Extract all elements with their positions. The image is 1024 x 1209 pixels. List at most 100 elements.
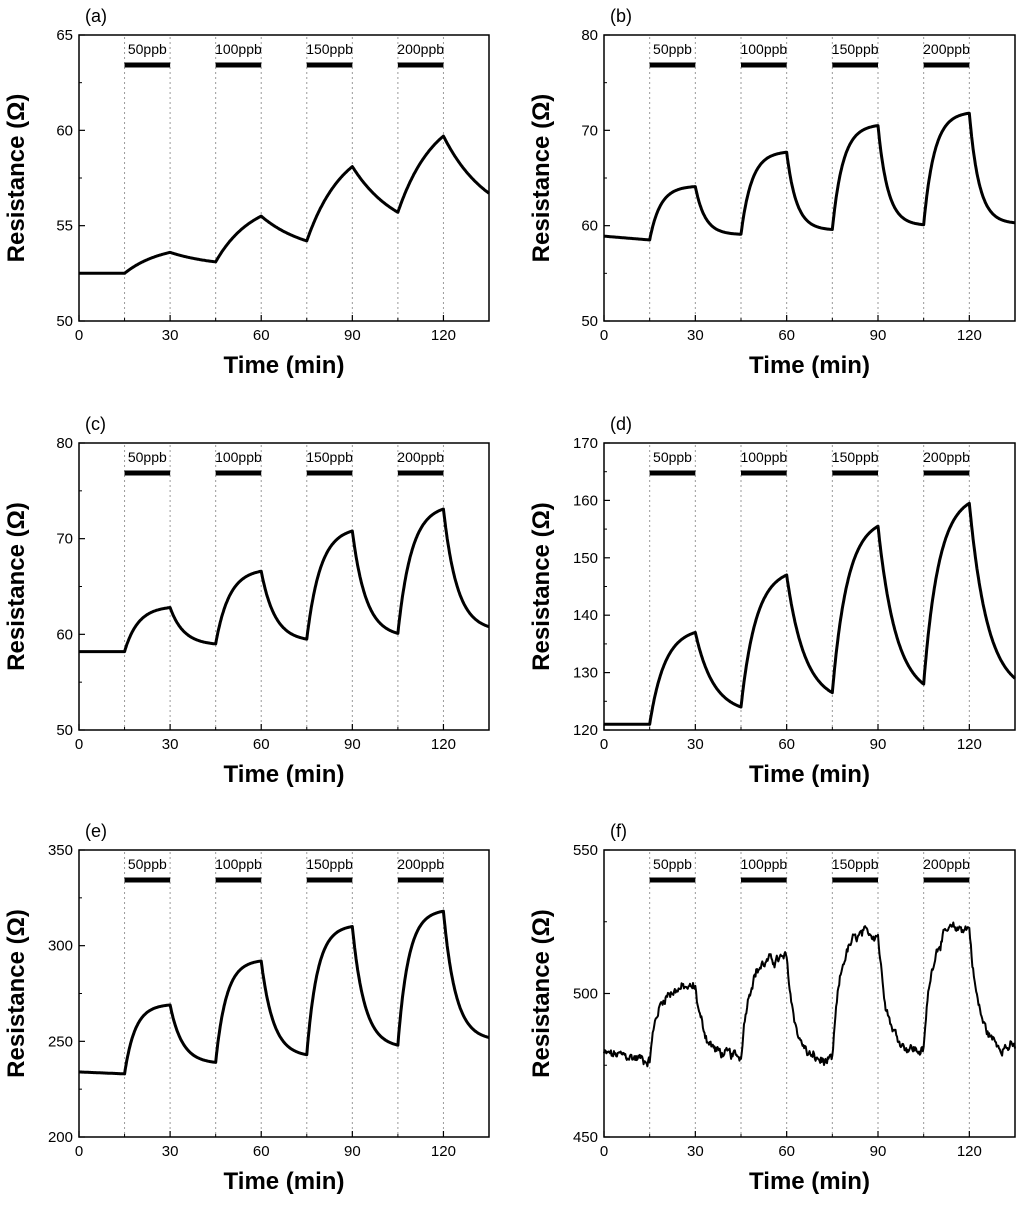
x-axis-title: Time (min) xyxy=(749,1168,870,1195)
panel-label: (c) xyxy=(85,414,106,434)
exposure-label: 200ppb xyxy=(923,41,970,57)
y-tick-label: 60 xyxy=(56,626,73,643)
x-tick-label: 90 xyxy=(870,1143,887,1160)
x-tick-label: 0 xyxy=(75,736,83,753)
x-axis-title: Time (min) xyxy=(749,761,870,788)
x-tick-label: 0 xyxy=(600,327,608,344)
x-tick-label: 120 xyxy=(431,1143,456,1160)
y-tick-label: 250 xyxy=(48,1033,73,1050)
exposure-label: 150ppb xyxy=(832,41,879,57)
x-tick-label: 30 xyxy=(162,736,179,753)
y-tick-label: 170 xyxy=(573,435,598,452)
y-tick-label: 200 xyxy=(48,1129,73,1146)
x-tick-label: 30 xyxy=(687,1143,704,1160)
x-tick-label: 90 xyxy=(344,1143,361,1160)
exposure-label: 100ppb xyxy=(740,41,787,57)
exposure-label: 150ppb xyxy=(832,449,879,465)
x-tick-label: 120 xyxy=(431,327,456,344)
chart-panel: 50ppb 100ppb 150ppb 200ppb 0 30 60 90 120 450 500 5… xyxy=(528,821,1016,1195)
exposure-label: 100ppb xyxy=(215,449,262,465)
x-tick-label: 60 xyxy=(253,327,270,344)
exposure-label: 100ppb xyxy=(740,856,787,872)
y-tick-label: 60 xyxy=(56,122,73,139)
x-axis-title: Time (min) xyxy=(749,352,870,379)
y-tick-label: 70 xyxy=(581,122,598,139)
x-tick-label: 90 xyxy=(870,327,887,344)
y-axis-title: Resistance (Ω) xyxy=(3,909,30,1078)
plot-frame xyxy=(603,34,1016,322)
plot-frame xyxy=(603,849,1016,1138)
series-line xyxy=(78,507,490,654)
x-tick-label: 30 xyxy=(162,1143,179,1160)
exposure-label: 100ppb xyxy=(740,449,787,465)
y-tick-label: 160 xyxy=(573,492,598,509)
series-line xyxy=(78,909,490,1076)
exposure-label: 150ppb xyxy=(306,449,353,465)
y-axis-title: Resistance (Ω) xyxy=(3,502,30,671)
x-axis-title: Time (min) xyxy=(224,1168,345,1195)
plot-frame xyxy=(78,442,490,731)
y-tick-label: 140 xyxy=(573,607,598,624)
series-line xyxy=(78,134,490,275)
exposure-label: 50ppb xyxy=(128,41,167,57)
y-tick-label: 500 xyxy=(573,986,598,1003)
panel-label: (d) xyxy=(610,414,632,434)
y-tick-label: 50 xyxy=(56,313,73,330)
chart-panel: 50ppb 100ppb 150ppb 200ppb 0 30 60 90 120 200 250 3… xyxy=(3,821,490,1195)
exposure-label: 200ppb xyxy=(397,449,444,465)
exposure-label: 200ppb xyxy=(923,856,970,872)
x-tick-label: 60 xyxy=(778,327,795,344)
panel-label: (e) xyxy=(85,821,107,841)
exposure-label: 150ppb xyxy=(306,856,353,872)
panel-label: (b) xyxy=(610,6,632,26)
y-axis-title: Resistance (Ω) xyxy=(528,909,555,1078)
series-line xyxy=(603,111,1016,242)
y-axis-title: Resistance (Ω) xyxy=(528,94,555,263)
exposure-label: 150ppb xyxy=(832,856,879,872)
y-tick-label: 70 xyxy=(56,531,73,548)
x-tick-label: 0 xyxy=(600,736,608,753)
x-tick-label: 30 xyxy=(687,736,704,753)
x-tick-label: 120 xyxy=(957,736,982,753)
chart-panel: 50ppb 100ppb 150ppb 200ppb 0 30 60 90 120 50 60 70 8… xyxy=(528,6,1016,379)
x-tick-label: 60 xyxy=(253,1143,270,1160)
y-tick-label: 120 xyxy=(573,722,598,739)
x-tick-label: 90 xyxy=(870,736,887,753)
chart-panel: 50ppb 100ppb 150ppb 200ppb 0 30 60 90 120 50 55 60 6… xyxy=(3,6,490,379)
x-axis-title: Time (min) xyxy=(224,352,345,379)
exposure-label: 50ppb xyxy=(653,41,692,57)
y-tick-label: 80 xyxy=(56,435,73,452)
exposure-label: 200ppb xyxy=(397,856,444,872)
x-tick-label: 0 xyxy=(75,1143,83,1160)
plot-frame xyxy=(78,34,490,322)
exposure-label: 100ppb xyxy=(215,41,262,57)
exposure-label: 200ppb xyxy=(397,41,444,57)
plot-frame xyxy=(78,849,490,1138)
x-tick-label: 120 xyxy=(431,736,456,753)
y-tick-label: 80 xyxy=(581,27,598,44)
series-line xyxy=(603,921,1016,1068)
exposure-label: 50ppb xyxy=(128,449,167,465)
panel-label: (a) xyxy=(85,6,107,26)
x-tick-label: 120 xyxy=(957,327,982,344)
y-tick-label: 130 xyxy=(573,665,598,682)
y-tick-label: 50 xyxy=(56,722,73,739)
y-axis-title: Resistance (Ω) xyxy=(3,94,30,263)
exposure-label: 150ppb xyxy=(306,41,353,57)
y-tick-label: 300 xyxy=(48,938,73,955)
exposure-label: 100ppb xyxy=(215,856,262,872)
x-tick-label: 60 xyxy=(253,736,270,753)
exposure-label: 50ppb xyxy=(128,856,167,872)
y-tick-label: 55 xyxy=(56,218,73,235)
y-tick-label: 150 xyxy=(573,550,598,567)
x-axis-title: Time (min) xyxy=(224,761,345,788)
x-tick-label: 120 xyxy=(957,1143,982,1160)
y-tick-label: 50 xyxy=(581,313,598,330)
y-tick-label: 65 xyxy=(56,27,73,44)
exposure-label: 200ppb xyxy=(923,449,970,465)
series-line xyxy=(603,501,1016,726)
y-tick-label: 550 xyxy=(573,842,598,859)
panel-label: (f) xyxy=(610,821,627,841)
chart-panel: 50ppb 100ppb 150ppb 200ppb 0 30 60 90 120 50 60 70 8… xyxy=(3,414,490,788)
y-axis-title: Resistance (Ω) xyxy=(528,502,555,671)
